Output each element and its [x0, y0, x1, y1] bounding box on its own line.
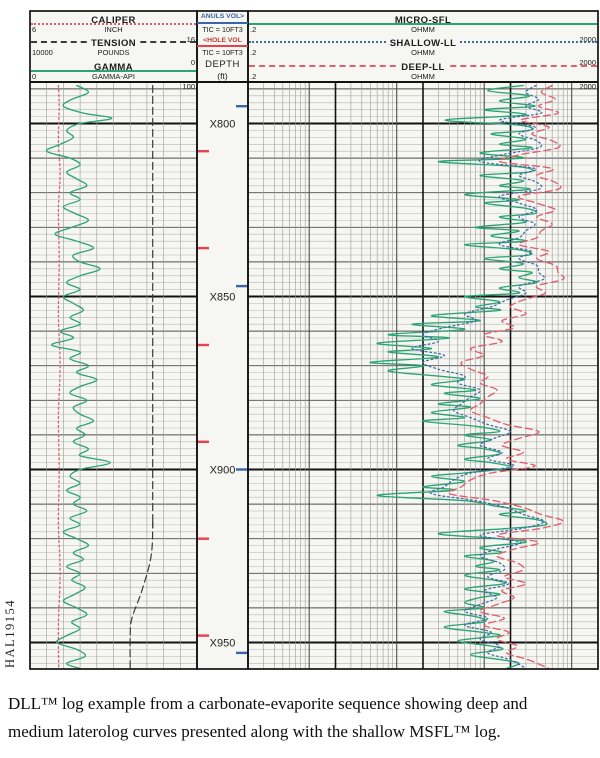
- tension-unit: POUNDS: [97, 48, 130, 58]
- svg-text:X800: X800: [210, 119, 236, 131]
- log-grid-and-curves: X800 X850 X900 X950: [29, 10, 599, 670]
- right-track-header: MICRO-SFL .2 OHMM 2000 SHALLOW-LL .2 OHMM 20…: [248, 11, 598, 91]
- deep-ll-header-band: DEEP-LL .2 OHMM 2000: [248, 58, 598, 91]
- gamma-label: GAMMA: [94, 61, 133, 73]
- deep-ll-min: .2: [250, 71, 257, 81]
- shallow-ll-min: .2: [250, 48, 257, 58]
- depth-track-header: ANULS VOL> TIC = 10FT3 <HOLE VOL TIC = 1…: [197, 11, 248, 82]
- caliper-unit: INCH: [104, 24, 123, 34]
- curve-gamma: [45, 84, 113, 669]
- annulus-tic-label: TIC = 10FT3: [202, 25, 243, 34]
- left-track-header: CALIPER 6 INCH 16 TENSION 10000 POUNDS 0 GAM…: [30, 11, 197, 91]
- shallow-ll-label: SHALLOW-LL: [386, 38, 460, 50]
- gamma-max: 100: [182, 81, 195, 91]
- hole-tic-label: TIC = 10FT3: [202, 48, 243, 57]
- shallow-ll-header-band: SHALLOW-LL .2 OHMM 2000: [248, 35, 598, 67]
- micro-sfl-style-line: [249, 23, 597, 26]
- curve-deep-ll: [447, 84, 565, 669]
- shallow-ll-max: 2000: [579, 58, 596, 68]
- gamma-unit: GAMMA-API: [92, 71, 135, 81]
- svg-text:X850: X850: [210, 292, 236, 304]
- curve-caliper: [57, 84, 61, 669]
- gamma-min: 0: [32, 71, 37, 81]
- watermark-id: HAL19154: [3, 599, 17, 668]
- curve-tension: [129, 84, 154, 669]
- gamma-header-band: GAMMA 0 GAMMA-API 100: [30, 58, 197, 91]
- caliper-min: 6: [32, 24, 37, 34]
- deep-ll-label: DEEP-LL: [398, 61, 448, 73]
- caption-line-1: DLL™ log example from a carbonate-evapor…: [8, 694, 528, 713]
- caliper-label: CALIPER: [91, 14, 136, 26]
- shallow-ll-unit: OHMM: [411, 48, 435, 58]
- micro-sfl-unit: OHMM: [411, 24, 435, 34]
- tension-min: 10000: [32, 48, 53, 58]
- caliper-style-line: [31, 23, 196, 26]
- hole-vol-label: <HOLE VOL: [197, 35, 248, 47]
- micro-sfl-min: .2: [250, 24, 257, 34]
- svg-text:X950: X950: [210, 638, 236, 650]
- depth-unit-label: (ft): [217, 71, 228, 81]
- gamma-style-line: [31, 70, 196, 73]
- figure-caption: DLL™ log example from a carbonate-evapor…: [8, 690, 596, 746]
- tension-header-band: TENSION 10000 POUNDS 0: [30, 35, 197, 67]
- tension-max: 0: [190, 58, 195, 68]
- micro-sfl-label: MICRO-SFL: [394, 14, 452, 26]
- deep-ll-unit: OHMM: [411, 71, 435, 81]
- micro-sfl-header-band: MICRO-SFL .2 OHMM 2000: [248, 11, 598, 44]
- annulus-vol-label: ANULS VOL>: [197, 11, 248, 24]
- deep-ll-max: 2000: [579, 81, 596, 91]
- svg-text:X900: X900: [210, 465, 236, 477]
- micro-sfl-max: 2000: [579, 34, 596, 44]
- caliper-max: 16: [186, 34, 195, 44]
- tension-label: TENSION: [87, 38, 140, 50]
- curve-micro-sfl: [369, 84, 548, 669]
- caption-line-2: medium laterolog curves presented along …: [8, 722, 501, 741]
- caliper-header-band: CALIPER 6 INCH 16: [30, 11, 197, 44]
- depth-header-label: DEPTH: [205, 59, 240, 70]
